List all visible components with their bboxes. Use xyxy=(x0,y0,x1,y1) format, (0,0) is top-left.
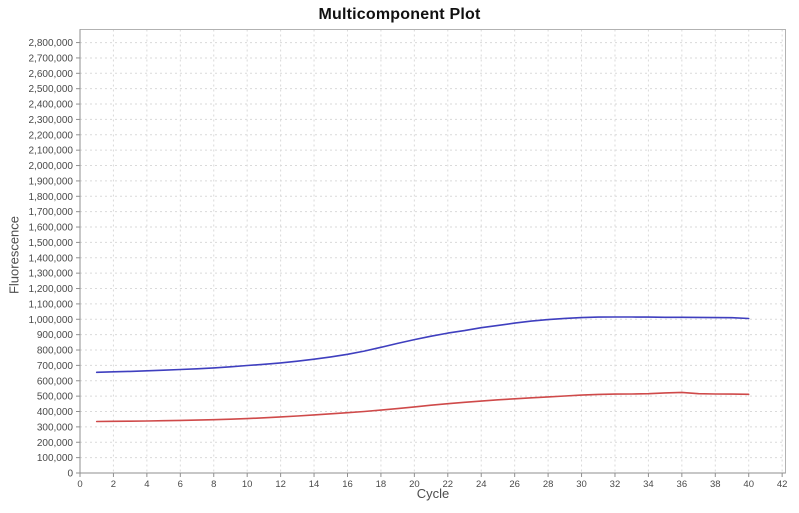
chart-title: Multicomponent Plot xyxy=(318,6,481,23)
y-axis-tick-label: 300,000 xyxy=(37,422,74,433)
x-axis-tick-label: 16 xyxy=(342,479,353,490)
x-axis-tick-label: 24 xyxy=(476,479,487,490)
x-axis-tick-label: 14 xyxy=(309,479,320,490)
x-axis-tick-label: 2 xyxy=(111,479,116,490)
x-axis-label: Cycle xyxy=(416,486,450,501)
x-axis-tick-label: 12 xyxy=(275,479,286,490)
y-axis-tick-label: 2,400,000 xyxy=(29,100,74,111)
y-axis-tick-label: 400,000 xyxy=(37,407,74,418)
y-axis-tick-label: 2,000,000 xyxy=(29,161,74,172)
x-axis-tick-label: 26 xyxy=(509,479,520,490)
y-axis-tick-label: 1,300,000 xyxy=(29,269,74,280)
x-axis-tick-label: 6 xyxy=(178,479,183,490)
x-axis-tick-label: 0 xyxy=(77,479,82,490)
y-axis-tick-label: 1,400,000 xyxy=(29,253,74,264)
y-axis-tick-label: 1,500,000 xyxy=(29,238,74,249)
x-axis-tick-label: 42 xyxy=(777,479,788,490)
y-axis-tick-label: 1,900,000 xyxy=(29,176,74,187)
x-axis-tick-label: 4 xyxy=(144,479,149,490)
y-axis-tick-label: 2,700,000 xyxy=(29,53,74,64)
plot-border xyxy=(79,29,786,474)
y-axis-tick-label: 2,600,000 xyxy=(29,69,74,80)
y-axis-tick-label: 600,000 xyxy=(37,376,74,387)
y-axis-tick-label: 2,100,000 xyxy=(29,146,74,157)
x-axis-tick-label: 32 xyxy=(610,479,621,490)
y-axis-tick-label: 1,800,000 xyxy=(29,192,74,203)
y-axis-tick-label: 1,000,000 xyxy=(29,315,74,326)
x-axis-tick-label: 34 xyxy=(643,479,654,490)
y-axis-tick-label: 500,000 xyxy=(37,392,74,403)
x-axis-tick-label: 40 xyxy=(743,479,754,490)
x-axis-tick-label: 22 xyxy=(443,479,454,490)
y-axis-tick-label: 100,000 xyxy=(37,453,74,464)
y-axis-tick-label: 1,700,000 xyxy=(29,207,74,218)
y-axis-tick-label: 1,200,000 xyxy=(29,284,74,295)
red-series-line xyxy=(95,391,750,423)
y-axis-tick-label: 0 xyxy=(67,469,73,480)
y-axis-tick-label: 1,100,000 xyxy=(29,299,74,310)
y-axis-tick-label: 800,000 xyxy=(37,346,74,357)
y-axis-tick-label: 2,200,000 xyxy=(29,130,74,141)
blue-series-line xyxy=(95,316,750,374)
y-axis-tick-label: 700,000 xyxy=(37,361,74,372)
x-axis-tick-label: 28 xyxy=(543,479,554,490)
x-axis-tick-label: 30 xyxy=(576,479,587,490)
x-axis-tick-label: 20 xyxy=(409,479,420,490)
y-axis-tick-label: 2,800,000 xyxy=(29,38,74,49)
y-axis-tick-label: 2,500,000 xyxy=(29,84,74,95)
y-axis-tick-label: 900,000 xyxy=(37,330,74,341)
x-axis-tick-label: 8 xyxy=(211,479,216,490)
x-axis-tick-label: 18 xyxy=(376,479,387,490)
y-axis-tick-label: 200,000 xyxy=(37,438,74,449)
x-axis-tick-label: 10 xyxy=(242,479,253,490)
y-axis-tick-label: 1,600,000 xyxy=(29,223,74,234)
x-axis-tick-label: 36 xyxy=(677,479,688,490)
x-axis-tick-label: 38 xyxy=(710,479,721,490)
y-axis-tick-label: 2,300,000 xyxy=(29,115,74,126)
